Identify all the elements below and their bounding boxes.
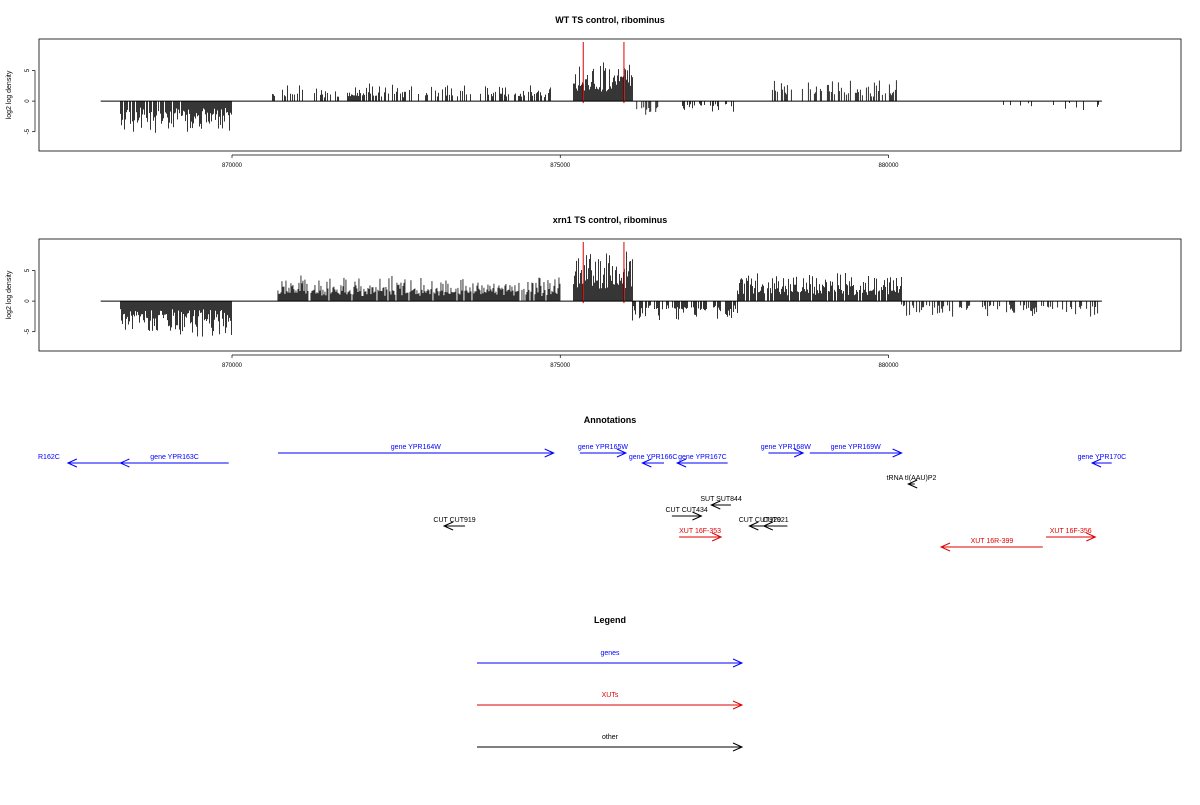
panel-title: xrn1 TS control, ribominus (553, 215, 668, 225)
feature-label: XUT 16R-399 (971, 538, 1014, 545)
annotation-feature: SUT SUT844 (700, 496, 742, 510)
x-axis: 870000 875000 880000 (222, 354, 900, 369)
feature-label: SUT SUT844 (700, 496, 742, 503)
reference-lines (582, 42, 625, 104)
y-axis: -5 0 5 (25, 68, 36, 134)
x-tick-label: 880000 (879, 163, 900, 169)
annotation-feature: CUT CUT919 (433, 517, 476, 531)
annotation-features: R162C gene YPR163C gene YPR164W gene YPR165… (38, 444, 1127, 552)
feature-label: CUT921 (763, 517, 789, 524)
y-tick-label: 5 (25, 68, 31, 72)
y-axis: -5 0 5 (25, 268, 36, 334)
legend: Legend genes XUTs other (477, 615, 744, 752)
feature-arrow-head (793, 448, 805, 458)
feature-label: gene YPR169W (831, 444, 881, 451)
feature-arrow-head (442, 521, 454, 531)
signal-bars (119, 251, 1099, 337)
feature-label: XUT 16F-353 (679, 528, 721, 535)
feature-label: gene YPR165W (578, 444, 628, 451)
x-tick-label: 875000 (550, 163, 571, 169)
y-tick-label: 0 (25, 99, 31, 103)
feature-arrow-head (711, 532, 723, 542)
annotation-feature: CUT921 (762, 517, 789, 531)
legend-items: genes XUTs other (477, 650, 744, 752)
feature-arrow-head (939, 542, 951, 552)
annotation-feature: XUT 16R-399 (939, 538, 1043, 552)
annotation-feature: XUT 16F-356 (1046, 528, 1097, 542)
y-axis-label: log2 log density (6, 70, 13, 119)
feature-arrow-head (1090, 458, 1102, 468)
annotation-feature: CUT CUT434 (666, 507, 708, 521)
y-tick-label: -5 (25, 328, 31, 334)
feature-label: tRNA tI(AAU)P2 (887, 475, 937, 482)
feature-label: CUT CUT434 (666, 507, 708, 514)
feature-arrow-head (906, 479, 918, 489)
y-tick-label: 0 (25, 299, 31, 303)
y-tick-label: 5 (25, 268, 31, 272)
feature-arrow-head (675, 458, 687, 468)
feature-label: gene YPR163C (150, 454, 199, 461)
feature-arrow-head (641, 458, 652, 468)
feature-arrow-head (616, 448, 628, 458)
legend-title: Legend (594, 615, 626, 625)
feature-label: gene YPR170C (1078, 454, 1127, 461)
feature-label: R162C (38, 454, 60, 461)
annotation-feature: gene YPR170C (1078, 454, 1127, 468)
feature-arrow-head (66, 458, 78, 468)
feature-label: gene YPR167C (678, 454, 727, 461)
feature-arrow-head (748, 521, 759, 531)
legend-item: other (477, 734, 744, 752)
feature-label: CUT CUT919 (433, 517, 475, 524)
annotations-title: Annotations (584, 415, 637, 425)
feature-arrow-head (119, 458, 130, 468)
annotation-feature: gene YPR165W (578, 444, 628, 458)
legend-arrow-head (732, 658, 744, 668)
legend-label: XUTs (602, 692, 619, 699)
x-tick-label: 875000 (550, 363, 571, 369)
legend-arrow-head (732, 700, 744, 710)
feature-arrow-head (544, 448, 555, 458)
x-tick-label: 870000 (222, 163, 243, 169)
x-axis: 870000 875000 880000 (222, 154, 900, 169)
annotation-feature: gene YPR166C (629, 454, 678, 468)
feature-arrow-head (692, 511, 703, 521)
annotation-feature: gene YPR164W (277, 444, 555, 458)
x-tick-label: 870000 (222, 363, 243, 369)
feature-label: CUT CUT920 (739, 517, 781, 524)
legend-item: XUTs (477, 692, 744, 710)
annotation-feature: XUT 16F-353 (679, 528, 723, 542)
density-panel-wt: WT TS control, ribominus -5 0 5 870000 8750… (6, 15, 1182, 169)
annotation-feature: gene YPR163C (119, 454, 229, 468)
feature-arrow-head (710, 500, 721, 510)
feature-arrow-head (1086, 532, 1097, 542)
plot-frame (38, 238, 1182, 352)
annotation-feature: gene YPR168W (761, 444, 811, 458)
legend-arrow-head (732, 742, 744, 752)
feature-label: gene YPR166C (629, 454, 678, 461)
y-tick-label: -5 (25, 128, 31, 134)
annotations-track: Annotations R162C gene YPR163C gene YPR164… (38, 415, 1127, 552)
feature-label: gene YPR168W (761, 444, 811, 451)
legend-label: other (602, 734, 619, 741)
annotation-feature: gene YPR169W (809, 444, 903, 458)
legend-item: genes (477, 650, 744, 668)
legend-label: genes (600, 650, 620, 657)
reference-lines (582, 242, 625, 304)
annotation-feature: tRNA tI(AAU)P2 (887, 475, 937, 489)
feature-arrow-head (892, 448, 903, 458)
annotation-feature: R162C (38, 454, 130, 468)
feature-label: gene YPR164W (391, 444, 441, 451)
feature-arrow-head (762, 521, 773, 531)
plot-frame (38, 38, 1182, 152)
y-axis-label: log2 log density (6, 270, 13, 319)
panel-title: WT TS control, ribominus (555, 15, 665, 25)
x-tick-label: 880000 (879, 363, 900, 369)
signal-bars (119, 62, 1099, 133)
density-panel-xrn1: xrn1 TS control, ribominus -505 870000 87… (6, 215, 1182, 369)
feature-label: XUT 16F-356 (1050, 528, 1092, 535)
annotation-feature: gene YPR167C (675, 454, 728, 468)
